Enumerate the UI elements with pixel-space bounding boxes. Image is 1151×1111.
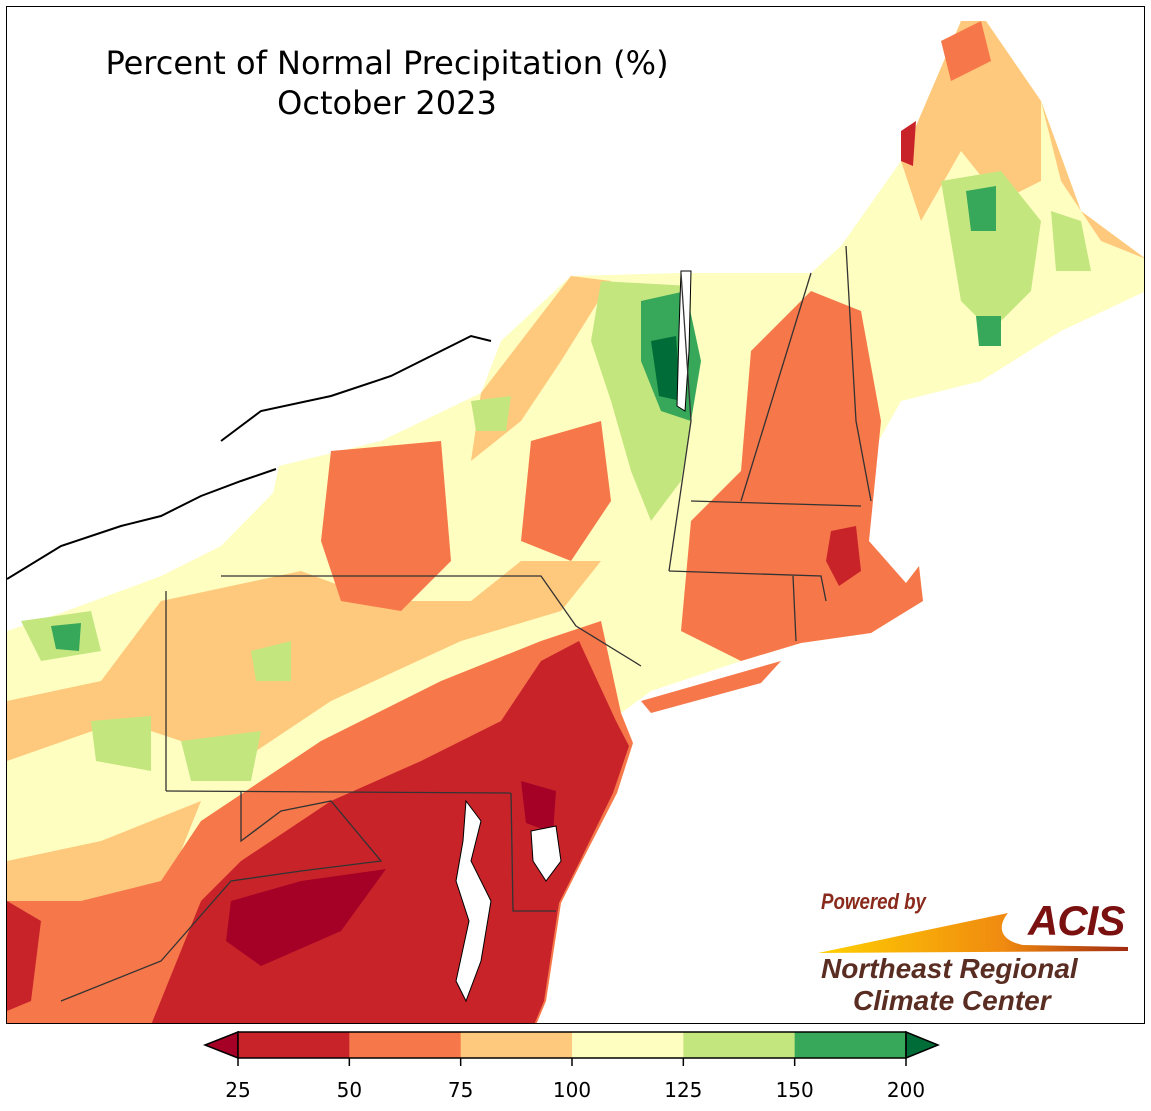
region-50-75 xyxy=(681,291,923,661)
region-75-100 xyxy=(901,21,1041,221)
colorbar-tick-label: 75 xyxy=(447,1078,474,1102)
colorbar-bin xyxy=(460,1032,573,1058)
logo-line2: Climate Center xyxy=(853,985,1051,1016)
region-150-200 xyxy=(966,186,996,231)
logo-powered-by: Powered by xyxy=(821,889,926,914)
lake-champlain xyxy=(676,270,692,412)
pa-md-border xyxy=(165,790,512,794)
ct-ri-border xyxy=(792,575,797,642)
region-50-75 xyxy=(941,21,991,81)
map-title: Percent of Normal Precipitation (%) xyxy=(105,44,669,82)
region-25-50 xyxy=(826,526,861,586)
colorbar-tick-label: 50 xyxy=(336,1078,363,1102)
map-subtitle: October 2023 xyxy=(277,84,497,122)
region-under-25 xyxy=(226,869,386,966)
region-125-150 xyxy=(471,396,511,431)
region-150-200 xyxy=(51,623,81,651)
chesapeake-bay xyxy=(455,799,492,1003)
vt-nh-border xyxy=(740,272,812,502)
region-over-200 xyxy=(651,336,681,401)
nrcc-acis-logo: Powered by ACIS Northeast Regional Clima… xyxy=(813,885,1143,1020)
colorbar-tick-label: 125 xyxy=(664,1078,703,1102)
precipitation-map xyxy=(7,21,1144,1023)
region-under-25 xyxy=(521,781,556,833)
ct-ma-border xyxy=(668,570,827,602)
ny-pa-border xyxy=(221,575,642,667)
region-125-150 xyxy=(941,171,1041,331)
colorbar-bin xyxy=(794,1032,907,1058)
region-75-100 xyxy=(1041,101,1144,259)
region-125-150 xyxy=(1051,211,1091,271)
colorbar-bin xyxy=(572,1032,684,1058)
colorbar-bin xyxy=(683,1032,796,1058)
region-50-75 xyxy=(641,661,781,713)
region-25-50 xyxy=(7,901,41,1011)
logo-line1: Northeast Regional xyxy=(821,953,1078,984)
colorbar-bin xyxy=(349,1032,462,1058)
colorbar xyxy=(202,1030,940,1066)
delaware-bay xyxy=(530,825,562,882)
colorbar-tick-label: 100 xyxy=(552,1078,592,1102)
vt-ny-border xyxy=(668,272,692,572)
lake-erie-shore xyxy=(7,468,277,580)
wv-border xyxy=(60,791,383,1002)
nh-me-border xyxy=(845,245,872,502)
colorbar-tick-label: 200 xyxy=(886,1078,926,1102)
region-125-150 xyxy=(251,641,291,681)
map-frame: Percent of Normal Precipitation (%) Octo… xyxy=(6,6,1145,1024)
colorbar-tick-label: 150 xyxy=(775,1078,814,1102)
acis-swoosh-icon xyxy=(818,913,1128,953)
region-125-150 xyxy=(181,731,261,781)
lake-ontario-shore xyxy=(220,334,492,442)
region-75-100 xyxy=(7,561,601,761)
colorbar-bin xyxy=(238,1032,350,1058)
region-50-75 xyxy=(521,421,611,561)
logo-acis: ACIS xyxy=(1028,897,1125,944)
region-25-50 xyxy=(901,121,916,166)
ma-north-border xyxy=(690,500,862,507)
colorbar-tick-label: 25 xyxy=(225,1078,251,1102)
region-125-150 xyxy=(91,716,151,771)
colorbar-under-arrow xyxy=(202,1030,239,1060)
colorbar-over-arrow xyxy=(905,1030,940,1060)
region-50-75 xyxy=(321,441,451,611)
region-150-200 xyxy=(976,316,1001,346)
de-border xyxy=(510,792,556,912)
